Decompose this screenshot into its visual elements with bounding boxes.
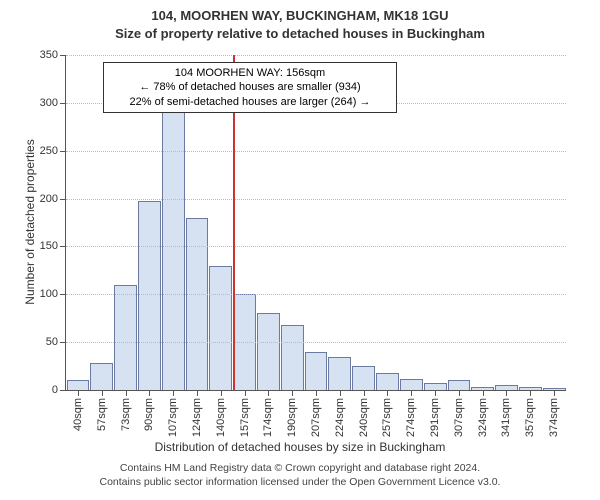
x-tick [149, 390, 150, 396]
x-tick [387, 390, 388, 396]
bar [209, 266, 232, 390]
bar [305, 352, 328, 390]
gridline [66, 342, 566, 343]
bar [162, 112, 185, 390]
y-tick [60, 294, 66, 295]
title-line2: Size of property relative to detached ho… [0, 26, 600, 41]
title-line1: 104, MOORHEN WAY, BUCKINGHAM, MK18 1GU [0, 8, 600, 23]
x-tick [506, 390, 507, 396]
y-tick-label: 100 [40, 288, 58, 300]
y-tick [60, 390, 66, 391]
x-tick [364, 390, 365, 396]
x-tick [221, 390, 222, 396]
bar [186, 218, 209, 390]
x-tick-label: 324sqm [477, 398, 489, 437]
x-tick-label: 374sqm [548, 398, 560, 437]
bar [138, 201, 161, 390]
gridline [66, 55, 566, 56]
y-tick-label: 300 [40, 97, 58, 109]
bar [257, 313, 280, 390]
x-tick [102, 390, 103, 396]
x-tick-label: 307sqm [453, 398, 465, 437]
x-tick-label: 140sqm [215, 398, 227, 437]
y-tick [60, 342, 66, 343]
gridline [66, 294, 566, 295]
y-tick-label: 50 [46, 336, 58, 348]
y-tick-label: 0 [52, 384, 58, 396]
annotation-line3: 22% of semi-detached houses are larger (… [110, 95, 390, 109]
gridline [66, 246, 566, 247]
x-tick-label: 207sqm [310, 398, 322, 437]
x-tick-label: 291sqm [429, 398, 441, 437]
bar [328, 357, 351, 391]
x-tick [126, 390, 127, 396]
y-tick [60, 103, 66, 104]
bar [67, 380, 90, 390]
y-tick-label: 150 [40, 240, 58, 252]
x-tick [173, 390, 174, 396]
x-tick [459, 390, 460, 396]
x-tick [78, 390, 79, 396]
bar [114, 285, 137, 390]
x-tick [483, 390, 484, 396]
bar [352, 366, 375, 390]
x-tick-label: 157sqm [239, 398, 251, 437]
x-tick-label: 224sqm [334, 398, 346, 437]
x-tick-label: 341sqm [500, 398, 512, 437]
bar [376, 373, 399, 390]
y-axis-label: Number of detached properties [23, 122, 37, 322]
chart-container: 104, MOORHEN WAY, BUCKINGHAM, MK18 1GU S… [0, 0, 600, 500]
x-tick [268, 390, 269, 396]
x-tick-label: 40sqm [72, 398, 84, 431]
x-tick-label: 174sqm [262, 398, 274, 437]
bar [281, 325, 304, 390]
x-tick [340, 390, 341, 396]
x-tick-label: 90sqm [143, 398, 155, 431]
gridline [66, 199, 566, 200]
y-tick [60, 151, 66, 152]
y-tick-label: 350 [40, 49, 58, 61]
y-tick [60, 246, 66, 247]
annotation-box: 104 MOORHEN WAY: 156sqm← 78% of detached… [103, 62, 397, 113]
x-tick [292, 390, 293, 396]
attribution: Contains HM Land Registry data © Crown c… [0, 462, 600, 489]
x-tick-label: 257sqm [381, 398, 393, 437]
x-axis-label: Distribution of detached houses by size … [0, 440, 600, 454]
x-tick [530, 390, 531, 396]
x-tick [554, 390, 555, 396]
y-tick-label: 250 [40, 145, 58, 157]
attribution-line2: Contains public sector information licen… [0, 476, 600, 490]
bar [400, 379, 423, 390]
x-tick [197, 390, 198, 396]
x-tick [435, 390, 436, 396]
bar [424, 383, 447, 390]
y-tick [60, 199, 66, 200]
x-tick [316, 390, 317, 396]
x-tick-label: 107sqm [167, 398, 179, 437]
x-tick-label: 124sqm [191, 398, 203, 437]
y-tick [60, 55, 66, 56]
gridline [66, 151, 566, 152]
x-tick-label: 240sqm [358, 398, 370, 437]
annotation-line1: 104 MOORHEN WAY: 156sqm [110, 66, 390, 80]
x-tick [411, 390, 412, 396]
x-tick-label: 57sqm [96, 398, 108, 431]
y-tick-label: 200 [40, 193, 58, 205]
x-tick-label: 274sqm [405, 398, 417, 437]
bar [448, 380, 471, 390]
x-tick-label: 73sqm [120, 398, 132, 431]
bar [90, 363, 113, 390]
annotation-line2: ← 78% of detached houses are smaller (93… [110, 80, 390, 94]
x-tick-label: 357sqm [524, 398, 536, 437]
x-tick [245, 390, 246, 396]
attribution-line1: Contains HM Land Registry data © Crown c… [0, 462, 600, 476]
x-tick-label: 190sqm [286, 398, 298, 437]
